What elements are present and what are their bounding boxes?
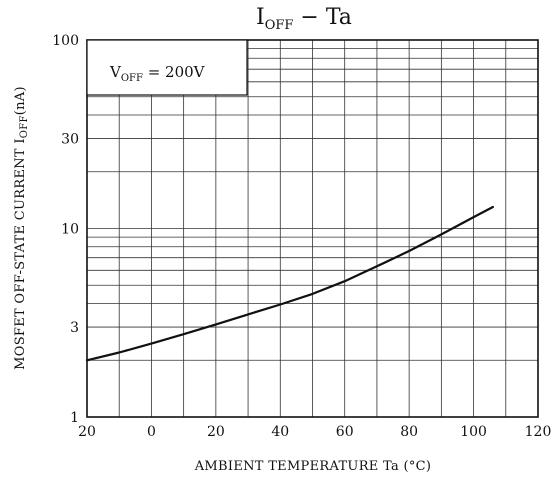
y-tick-label: 1: [70, 410, 79, 426]
x-tick-label: 20: [78, 424, 96, 440]
x-tick-label: 100: [460, 424, 487, 440]
x-tick-label: 120: [525, 424, 552, 440]
x-tick-label: 80: [400, 424, 418, 440]
chart-title: IOFF − Ta: [256, 5, 352, 33]
y-tick-label: 3: [70, 320, 79, 336]
plot-frame: [86, 39, 539, 418]
x-tick-label: 0: [147, 424, 156, 440]
annotation-label: VOFF = 200V: [109, 63, 206, 84]
series-layer: [85, 205, 494, 362]
y-axis-label: MOSFET OFF-STATE CURRENT IOFF(nA): [13, 86, 30, 370]
tick-labels: 20 0 20 40 60 80 100 120 1 3 10 30 100: [52, 33, 551, 440]
y-tick-label: 30: [61, 132, 79, 148]
x-axis-label: AMBIENT TEMPERATURE Ta (°C): [194, 459, 432, 474]
x-tick-label: 40: [271, 424, 289, 440]
y-tick-label: 100: [52, 33, 79, 49]
x-tick-label: 20: [207, 424, 225, 440]
y-tick-label: 10: [61, 222, 79, 238]
grid: [87, 40, 538, 417]
series-line: [85, 205, 494, 362]
annotation-box: VOFF = 200V: [86, 39, 248, 96]
x-tick-label: 60: [336, 424, 354, 440]
